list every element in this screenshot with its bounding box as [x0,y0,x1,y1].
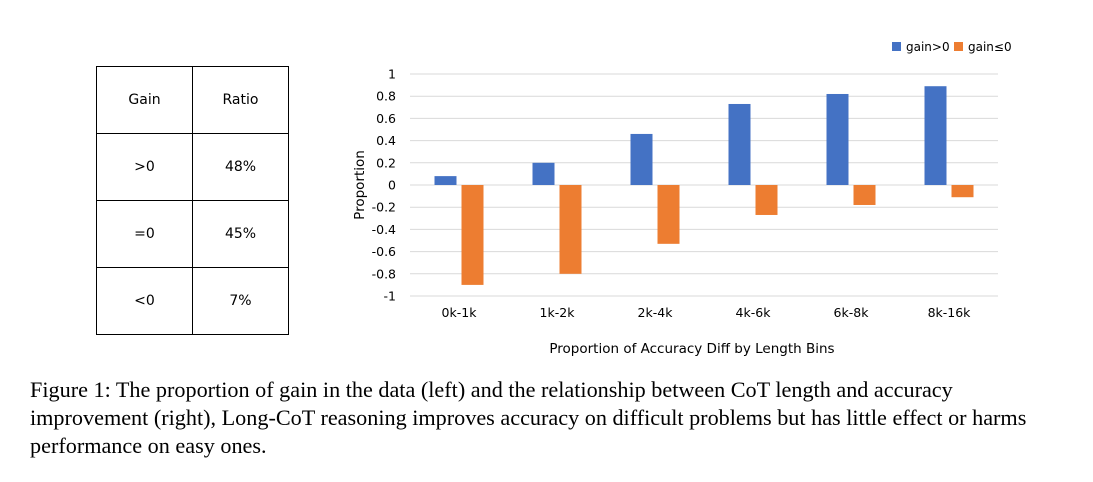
y-tick-label: -0.8 [372,266,396,281]
y-tick-label: -0.4 [372,222,396,237]
x-tick-label: 6k-8k [834,305,870,320]
bar-gain-nonpositive [853,185,876,205]
bar-gain-nonpositive [657,185,680,244]
table-header-ratio: Ratio [192,66,289,134]
table-cell-gain: =0 [96,200,193,268]
table-cell-ratio: 7% [192,267,289,335]
bar-gain-nonpositive [951,185,974,198]
table-header-row: Gain Ratio [96,66,289,134]
table-cell-ratio: 45% [192,200,289,268]
bar-gain-positive [924,86,947,185]
legend-swatch [892,42,901,51]
table-cell-ratio: 48% [192,133,289,201]
y-tick-label: -0.6 [372,244,396,259]
table-cell-gain: <0 [96,267,193,335]
y-tick-label: 0 [388,178,396,193]
legend-label: gain≤0 [968,40,1012,54]
bar-gain-nonpositive [461,185,484,285]
table-cell-gain: >0 [96,133,193,201]
y-tick-label: 0.2 [376,155,396,170]
y-tick-label: 1 [388,67,396,82]
bar-gain-positive [532,162,555,185]
x-tick-label: 0k-1k [442,305,478,320]
bar-chart: 1 0.8 0.6 0.4 0.2 0 -0.2 -0.4 -0.6 -0.8 -1 0k-1k 1k-… [352,40,1012,357]
bar-gain-positive [826,93,849,185]
y-axis-label: Proportion [352,150,368,220]
x-tick-label: 1k-2k [540,305,576,320]
table-header-gain: Gain [96,66,193,134]
table-row: >0 48% [96,133,289,201]
y-tick-label: -1 [384,289,396,304]
gain-ratio-table: Gain Ratio >0 48% =0 45% <0 7% [96,66,289,335]
figure-caption: Figure 1: The proportion of gain in the … [30,377,1027,458]
y-tick-label: 0.8 [376,89,396,104]
bar-gain-positive [434,176,457,185]
x-tick-label: 4k-6k [736,305,772,320]
y-tick-label: 0.6 [376,111,396,126]
y-tick-label: -0.2 [372,200,396,215]
bar-gain-positive [630,133,653,185]
x-tick-label: 8k-16k [928,305,972,320]
y-tick-label: 0.4 [376,133,396,148]
legend-swatch [954,42,963,51]
table-row: =0 45% [96,200,289,268]
bar-gain-positive [728,103,751,185]
legend-label: gain>0 [906,40,950,54]
bar-gain-nonpositive [755,185,778,215]
x-tick-label: 2k-4k [638,305,674,320]
bar-gain-nonpositive [559,185,582,274]
table-row: <0 7% [96,267,289,335]
x-axis-label: Proportion of Accuracy Diff by Length Bi… [549,341,834,357]
